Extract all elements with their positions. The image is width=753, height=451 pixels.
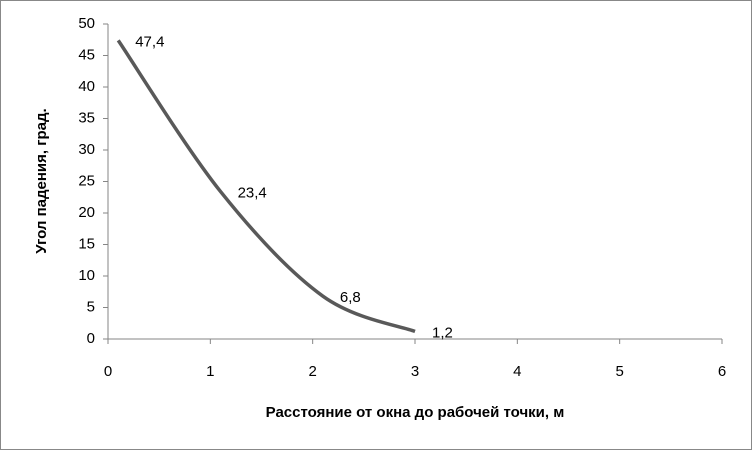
x-tick-label: 4 bbox=[513, 363, 521, 380]
x-tick-label: 5 bbox=[615, 363, 623, 380]
x-tick-label: 1 bbox=[206, 363, 214, 380]
data-label: 1,2 bbox=[432, 324, 453, 341]
y-tick-label: 45 bbox=[78, 46, 95, 63]
y-tick-label: 25 bbox=[78, 172, 95, 189]
y-tick-label: 5 bbox=[87, 298, 95, 315]
y-tick-label: 35 bbox=[78, 109, 95, 126]
x-tick-label: 0 bbox=[104, 363, 112, 380]
x-axis-title: Расстояние от окна до рабочей точки, м bbox=[266, 404, 565, 421]
x-tick-label: 2 bbox=[308, 363, 316, 380]
data-label: 23,4 bbox=[238, 185, 267, 202]
data-line bbox=[116, 39, 416, 334]
y-tick-label: 20 bbox=[78, 204, 95, 221]
y-tick-label: 15 bbox=[78, 235, 95, 252]
y-tick-label: 40 bbox=[78, 78, 95, 95]
data-label: 6,8 bbox=[340, 289, 361, 306]
y-axis-title: Угол падения, град. bbox=[33, 108, 50, 253]
x-tick-label: 3 bbox=[411, 363, 419, 380]
y-tick-label: 0 bbox=[87, 330, 95, 347]
data-label: 47,4 bbox=[135, 33, 164, 50]
y-tick-label: 50 bbox=[78, 15, 95, 32]
y-tick-label: 30 bbox=[78, 141, 95, 158]
y-tick-label: 10 bbox=[78, 267, 95, 284]
x-tick-label: 6 bbox=[718, 363, 726, 380]
